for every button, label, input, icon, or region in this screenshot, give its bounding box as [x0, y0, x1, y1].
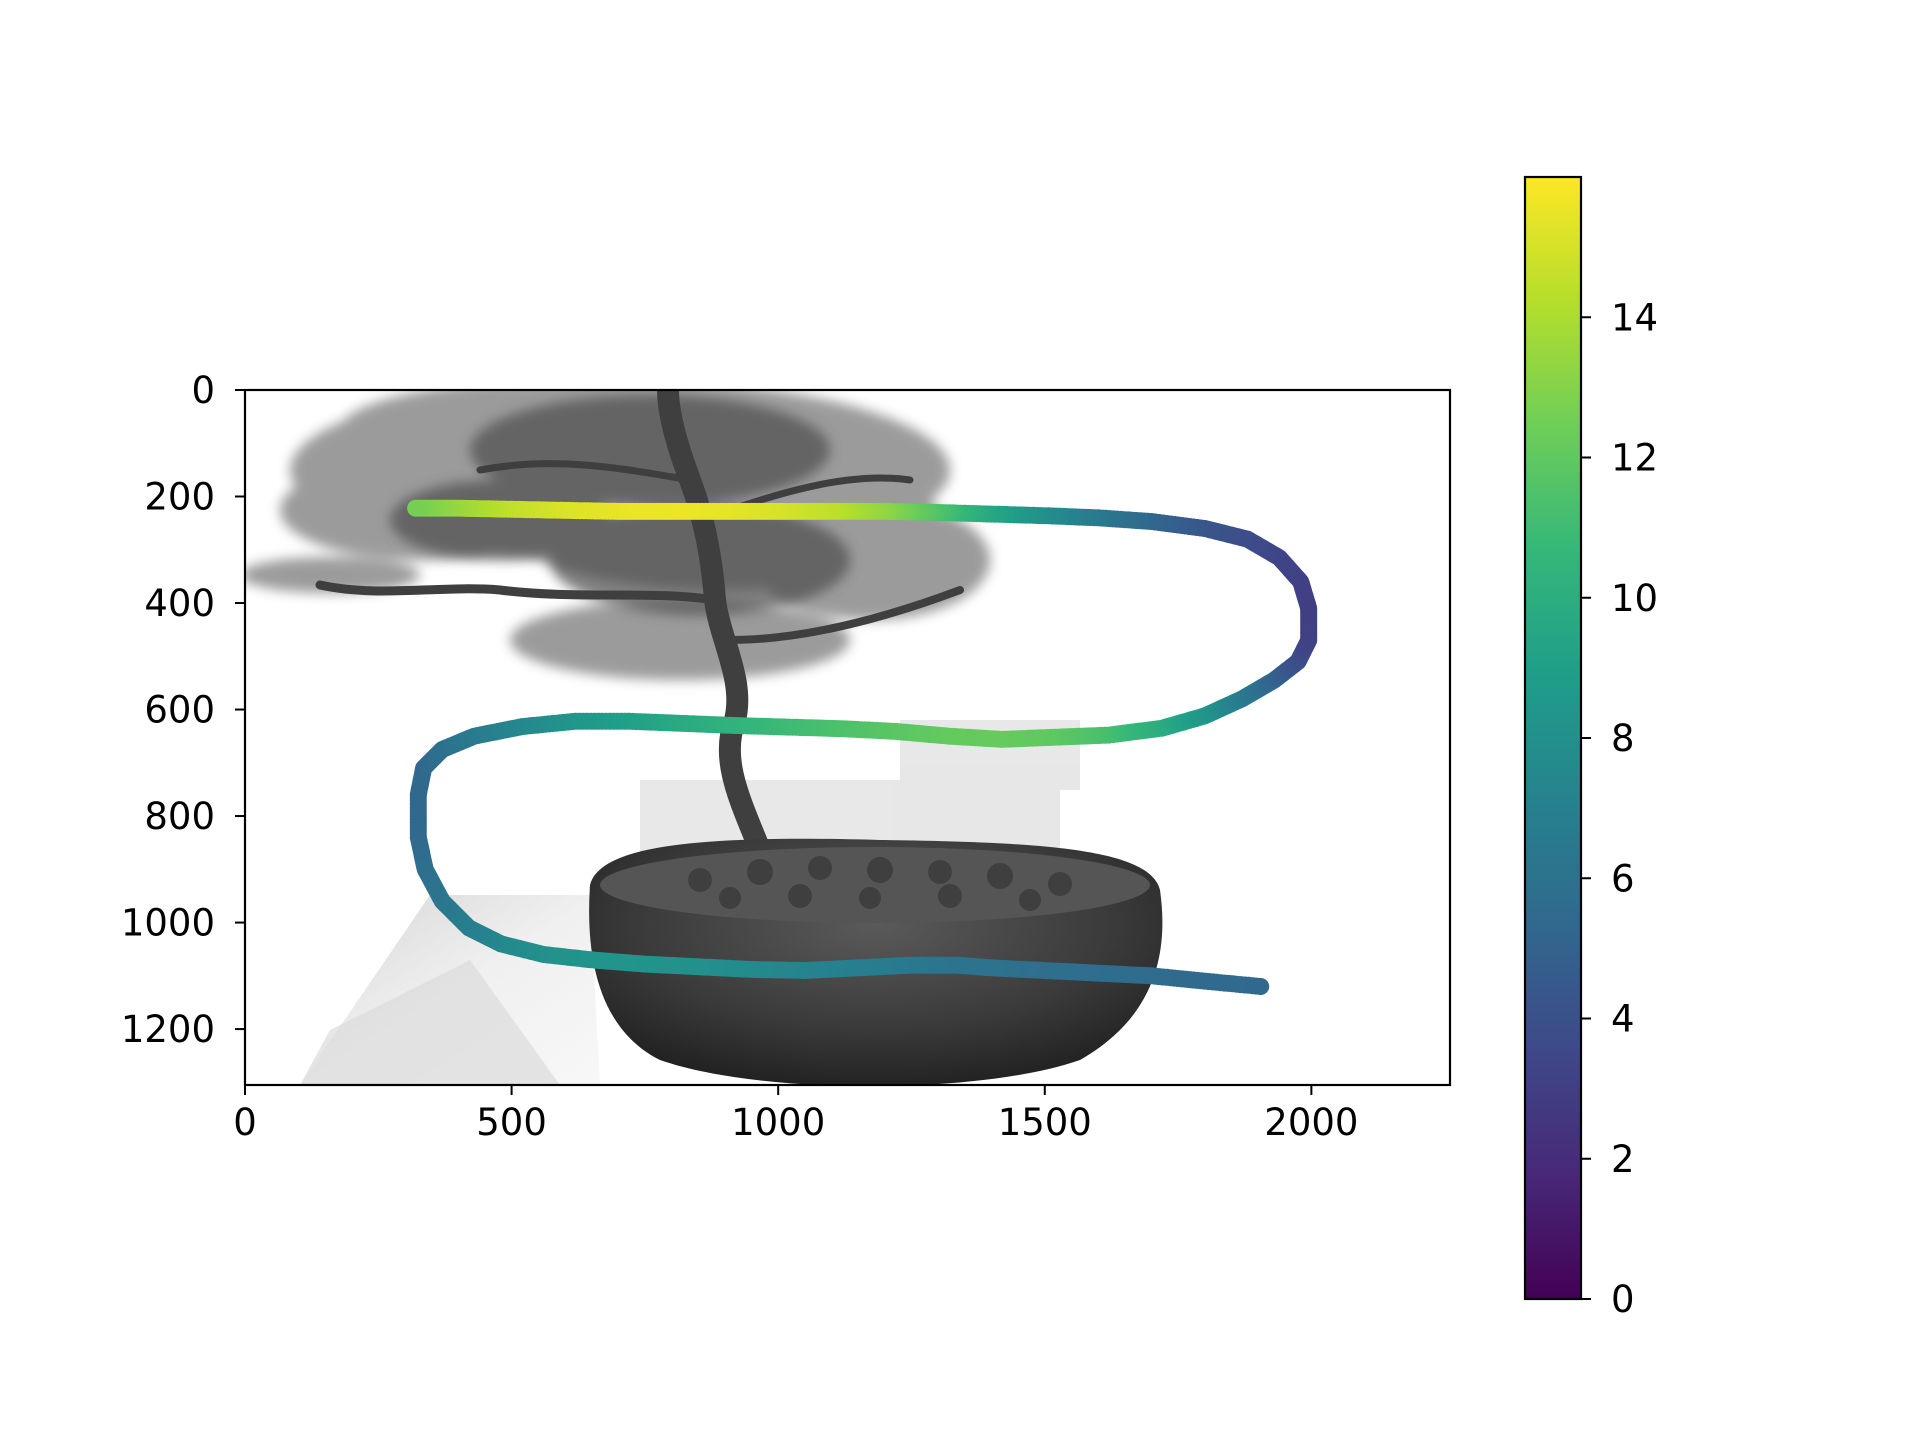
- colorbar-tick-label: 10: [1611, 577, 1658, 620]
- x-tick-label: 500: [476, 1101, 547, 1144]
- y-tick-label: 600: [144, 689, 215, 732]
- trajectory-point: [407, 499, 425, 517]
- x-axis: 0 500 1000 1500 2000: [233, 1085, 1358, 1144]
- y-tick-label: 800: [144, 795, 215, 838]
- y-axis: 0 200 400 600 800 1000 1200: [121, 369, 245, 1051]
- x-tick-label: 2000: [1264, 1101, 1358, 1144]
- trajectory-series: [407, 499, 1318, 995]
- y-tick-label: 0: [191, 369, 215, 412]
- colorbar-tick-label: 4: [1611, 998, 1635, 1041]
- y-tick-label: 1200: [121, 1008, 215, 1051]
- plot-frame: [243, 388, 1452, 1087]
- x-tick-label: 0: [233, 1101, 257, 1144]
- colorbar-tick-label: 14: [1611, 296, 1658, 339]
- y-tick-label: 1000: [121, 902, 215, 945]
- pot: [589, 838, 1163, 1085]
- colorbar-tick-label: 6: [1611, 857, 1635, 900]
- x-tick-label: 1000: [731, 1101, 825, 1144]
- colorbar: 0 2 4 6 8 10 12 14: [1523, 175, 1658, 1321]
- colorbar-tick-label: 0: [1611, 1278, 1635, 1321]
- colorbar-tick-label: 2: [1611, 1138, 1635, 1181]
- y-tick-label: 400: [144, 582, 215, 625]
- x-tick-label: 1500: [998, 1101, 1092, 1144]
- y-tick-label: 200: [144, 476, 215, 519]
- colorbar-tick-label: 8: [1611, 717, 1635, 760]
- colorbar-gradient: [1525, 177, 1581, 1299]
- colorbar-tick-label: 12: [1611, 437, 1658, 480]
- colorbar-ticks: 0 2 4 6 8 10 12 14: [1581, 296, 1658, 1321]
